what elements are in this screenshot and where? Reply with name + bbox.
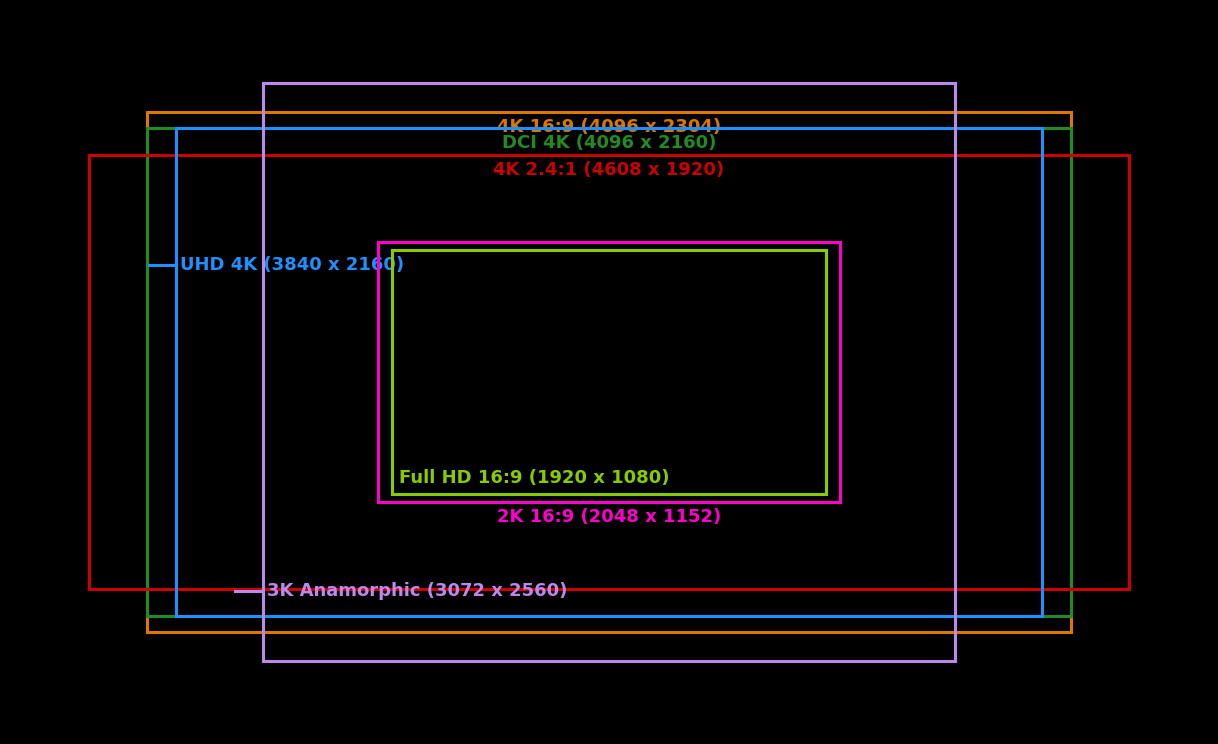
Text: 4K 2.4:1 (4608 x 1920): 4K 2.4:1 (4608 x 1920) [493, 161, 725, 179]
Bar [392, 250, 826, 494]
Text: 2K 16:9 (2048 x 1152): 2K 16:9 (2048 x 1152) [497, 507, 721, 525]
Bar [175, 129, 1043, 615]
Bar [378, 242, 840, 502]
Bar [263, 83, 955, 661]
Bar [147, 129, 1071, 615]
Text: UHD 4K (3840 x 2160): UHD 4K (3840 x 2160) [180, 256, 404, 274]
Text: DCI 4K (4096 x 2160): DCI 4K (4096 x 2160) [502, 134, 716, 152]
Bar [147, 112, 1071, 632]
Bar [89, 155, 1129, 589]
Text: 4K 16:9 (4096 x 2304): 4K 16:9 (4096 x 2304) [497, 118, 721, 136]
Text: 3K Anamorphic (3072 x 2560): 3K Anamorphic (3072 x 2560) [267, 583, 568, 600]
Text: Full HD 16:9 (1920 x 1080): Full HD 16:9 (1920 x 1080) [400, 469, 670, 487]
